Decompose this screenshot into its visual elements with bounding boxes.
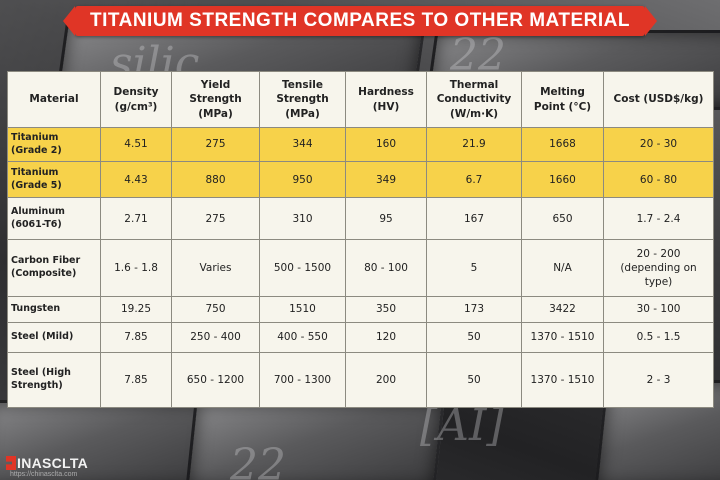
table-row: Steel (High Strength) 7.85 650 - 1200 700 -… xyxy=(7,351,714,409)
table-row: Titanium (Grade 5) 4.43 880 950 349 6.7 1660 60… xyxy=(7,161,714,199)
column-header: Melting Point (°C) xyxy=(521,71,604,128)
column-header: Tensile Strength (MPa) xyxy=(259,71,346,128)
column-header: Material xyxy=(7,71,101,128)
table-cell: 1668 xyxy=(521,126,604,163)
comparison-table: Material Density (g/cm³) Yield Strength (M… xyxy=(7,71,714,409)
table-cell: 5 xyxy=(426,239,522,297)
column-header: Cost (USD$/kg) xyxy=(603,71,714,128)
table-cell: 2 - 3 xyxy=(603,351,714,409)
table-cell: 310 xyxy=(259,197,346,241)
ingot-image xyxy=(185,400,445,480)
table-cell: 1.6 - 1.8 xyxy=(100,239,172,297)
table-cell: 1.7 - 2.4 xyxy=(603,197,714,241)
table-cell: 275 xyxy=(171,126,260,163)
table-row: Aluminum (6061-T6) 2.71 275 310 95 167 650 1.7 … xyxy=(7,197,714,241)
page-title: TITANIUM STRENGTH COMPARES TO OTHER MATE… xyxy=(90,10,630,31)
table-cell: 349 xyxy=(345,161,427,199)
table-cell: 344 xyxy=(259,126,346,163)
material-name-cell: Titanium (Grade 5) xyxy=(7,161,101,199)
table-cell: 173 xyxy=(426,295,522,323)
table-cell: 7.85 xyxy=(100,351,172,409)
material-name-cell: Tungsten xyxy=(7,295,101,323)
material-name-cell: Steel (High Strength) xyxy=(7,351,101,409)
table-cell: 950 xyxy=(259,161,346,199)
table-cell: 167 xyxy=(426,197,522,241)
table-cell: 3422 xyxy=(521,295,604,323)
brand-url: https://chinasclta.com xyxy=(10,471,78,478)
material-name-cell: Titanium (Grade 2) xyxy=(7,126,101,163)
table-cell: 250 - 400 xyxy=(171,321,260,353)
table-header-row: Material Density (g/cm³) Yield Strength (M… xyxy=(7,71,714,128)
column-header: Thermal Conductivity (W/m·K) xyxy=(426,71,522,128)
ingot-emboss-decoration: 22 xyxy=(230,440,286,480)
table-cell: 4.51 xyxy=(100,126,172,163)
title-banner: TITANIUM STRENGTH COMPARES TO OTHER MATE… xyxy=(63,6,657,36)
table-cell: 20 - 200 (depending on type) xyxy=(603,239,714,297)
table-cell: 1370 - 1510 xyxy=(521,351,604,409)
table-cell: 1660 xyxy=(521,161,604,199)
table-cell: 700 - 1300 xyxy=(259,351,346,409)
table-row: Steel (Mild) 7.85 250 - 400 400 - 550 120 50 1… xyxy=(7,321,714,353)
table-cell: 60 - 80 xyxy=(603,161,714,199)
table-cell: 6.7 xyxy=(426,161,522,199)
table-row: Tungsten 19.25 750 1510 350 173 3422 30 - 100 xyxy=(7,295,714,323)
table-cell: 4.43 xyxy=(100,161,172,199)
column-header: Density (g/cm³) xyxy=(100,71,172,128)
material-name-cell: Carbon Fiber (Composite) xyxy=(7,239,101,297)
column-header: Yield Strength (MPa) xyxy=(171,71,260,128)
table-cell: 1370 - 1510 xyxy=(521,321,604,353)
column-header: Hardness (HV) xyxy=(345,71,427,128)
table-cell: 50 xyxy=(426,351,522,409)
table-cell: 2.71 xyxy=(100,197,172,241)
table-row: Titanium (Grade 2) 4.51 275 344 160 21.9 1668 2… xyxy=(7,126,714,163)
table-cell: 400 - 550 xyxy=(259,321,346,353)
table-cell: 650 xyxy=(521,197,604,241)
table-cell: 200 xyxy=(345,351,427,409)
table-cell: 120 xyxy=(345,321,427,353)
ingot-emboss-decoration: [AI] xyxy=(420,400,504,451)
material-name-cell: Aluminum (6061-T6) xyxy=(7,197,101,241)
table-cell: 50 xyxy=(426,321,522,353)
table-cell: 20 - 30 xyxy=(603,126,714,163)
material-name-cell: Steel (Mild) xyxy=(7,321,101,353)
table-cell: 21.9 xyxy=(426,126,522,163)
table-cell: 95 xyxy=(345,197,427,241)
table-cell: 19.25 xyxy=(100,295,172,323)
table-cell: 0.5 - 1.5 xyxy=(603,321,714,353)
table-cell: N/A xyxy=(521,239,604,297)
table-cell: 650 - 1200 xyxy=(171,351,260,409)
table-cell: 160 xyxy=(345,126,427,163)
brand-name: INASCLTA xyxy=(17,455,89,471)
table-cell: 7.85 xyxy=(100,321,172,353)
table-cell: 750 xyxy=(171,295,260,323)
table-cell: 30 - 100 xyxy=(603,295,714,323)
table-row: Carbon Fiber (Composite) 1.6 - 1.8 Varies 5… xyxy=(7,239,714,297)
table-cell: 275 xyxy=(171,197,260,241)
table-cell: 80 - 100 xyxy=(345,239,427,297)
table-cell: Varies xyxy=(171,239,260,297)
table-cell: 500 - 1500 xyxy=(259,239,346,297)
table-cell: 880 xyxy=(171,161,260,199)
table-cell: 350 xyxy=(345,295,427,323)
brand-logo: INASCLTA xyxy=(6,455,88,471)
table-cell: 1510 xyxy=(259,295,346,323)
logo-mark-icon xyxy=(6,456,16,470)
